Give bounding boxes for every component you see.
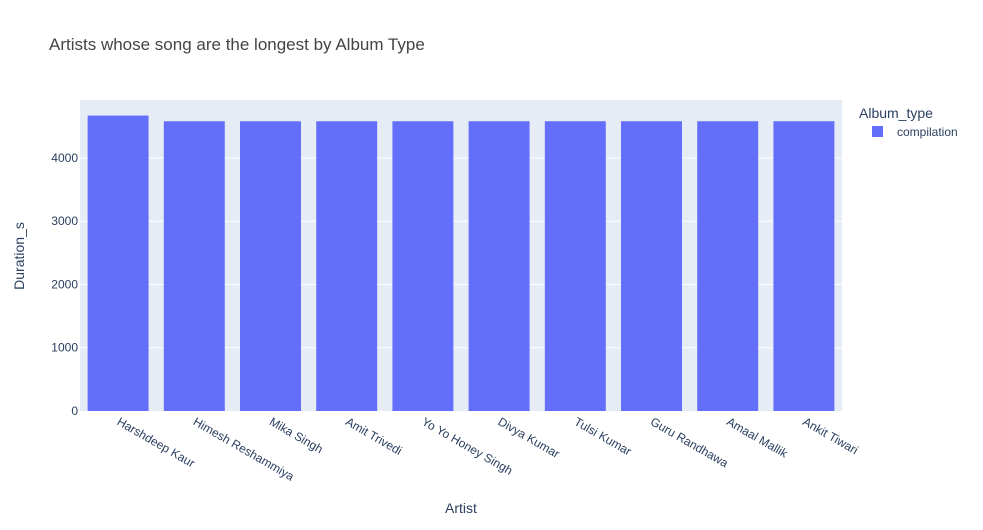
- y-tick-label: 2000: [51, 277, 78, 291]
- y-axis-title: Duration_s: [11, 222, 27, 290]
- bars: [87, 115, 835, 411]
- bar-harshdeep-kaur[interactable]: [87, 115, 149, 411]
- y-tick-label: 0: [71, 404, 78, 418]
- bar-mika-singh[interactable]: [240, 121, 301, 411]
- x-tick-label: Ankit Tiwari: [800, 414, 860, 457]
- bar-amit-trivedi[interactable]: [316, 121, 378, 411]
- bar-himesh-reshammiya[interactable]: [163, 121, 225, 411]
- bar-ankit-tiwari[interactable]: [773, 121, 835, 411]
- legend-item-label: compilation: [897, 125, 958, 139]
- x-tick-label: Divya Kumar: [496, 414, 562, 460]
- y-axis-ticks: 0 1000 2000 3000 4000: [51, 151, 78, 418]
- bar-amaal-mallik[interactable]: [697, 121, 759, 411]
- x-tick-label: Harshdeep Kaur: [115, 414, 198, 470]
- legend-swatch: [872, 126, 883, 137]
- x-tick-label: Guru Randhawa: [648, 414, 731, 470]
- bar-tulsi-kumar[interactable]: [544, 121, 606, 411]
- legend-item-compilation[interactable]: compilation: [872, 125, 958, 139]
- y-tick-label: 4000: [51, 151, 78, 165]
- y-tick-label: 1000: [51, 341, 78, 355]
- x-tick-label: Amaal Mallik: [724, 414, 791, 461]
- y-tick-label: 3000: [51, 214, 78, 228]
- legend-title: Album_type: [859, 105, 933, 121]
- x-tick-label: Amit Trivedi: [343, 414, 404, 457]
- bar-yo-yo-honey-singh[interactable]: [392, 121, 454, 411]
- bar-divya-kumar[interactable]: [468, 121, 530, 411]
- x-tick-label: Mika Singh: [267, 414, 325, 456]
- chart-title: Artists whose song are the longest by Al…: [49, 35, 425, 54]
- x-tick-label: Tulsi Kumar: [572, 414, 634, 458]
- bar-guru-randhawa[interactable]: [621, 121, 682, 411]
- legend: Album_type compilation: [859, 105, 958, 139]
- x-axis-title: Artist: [445, 500, 477, 516]
